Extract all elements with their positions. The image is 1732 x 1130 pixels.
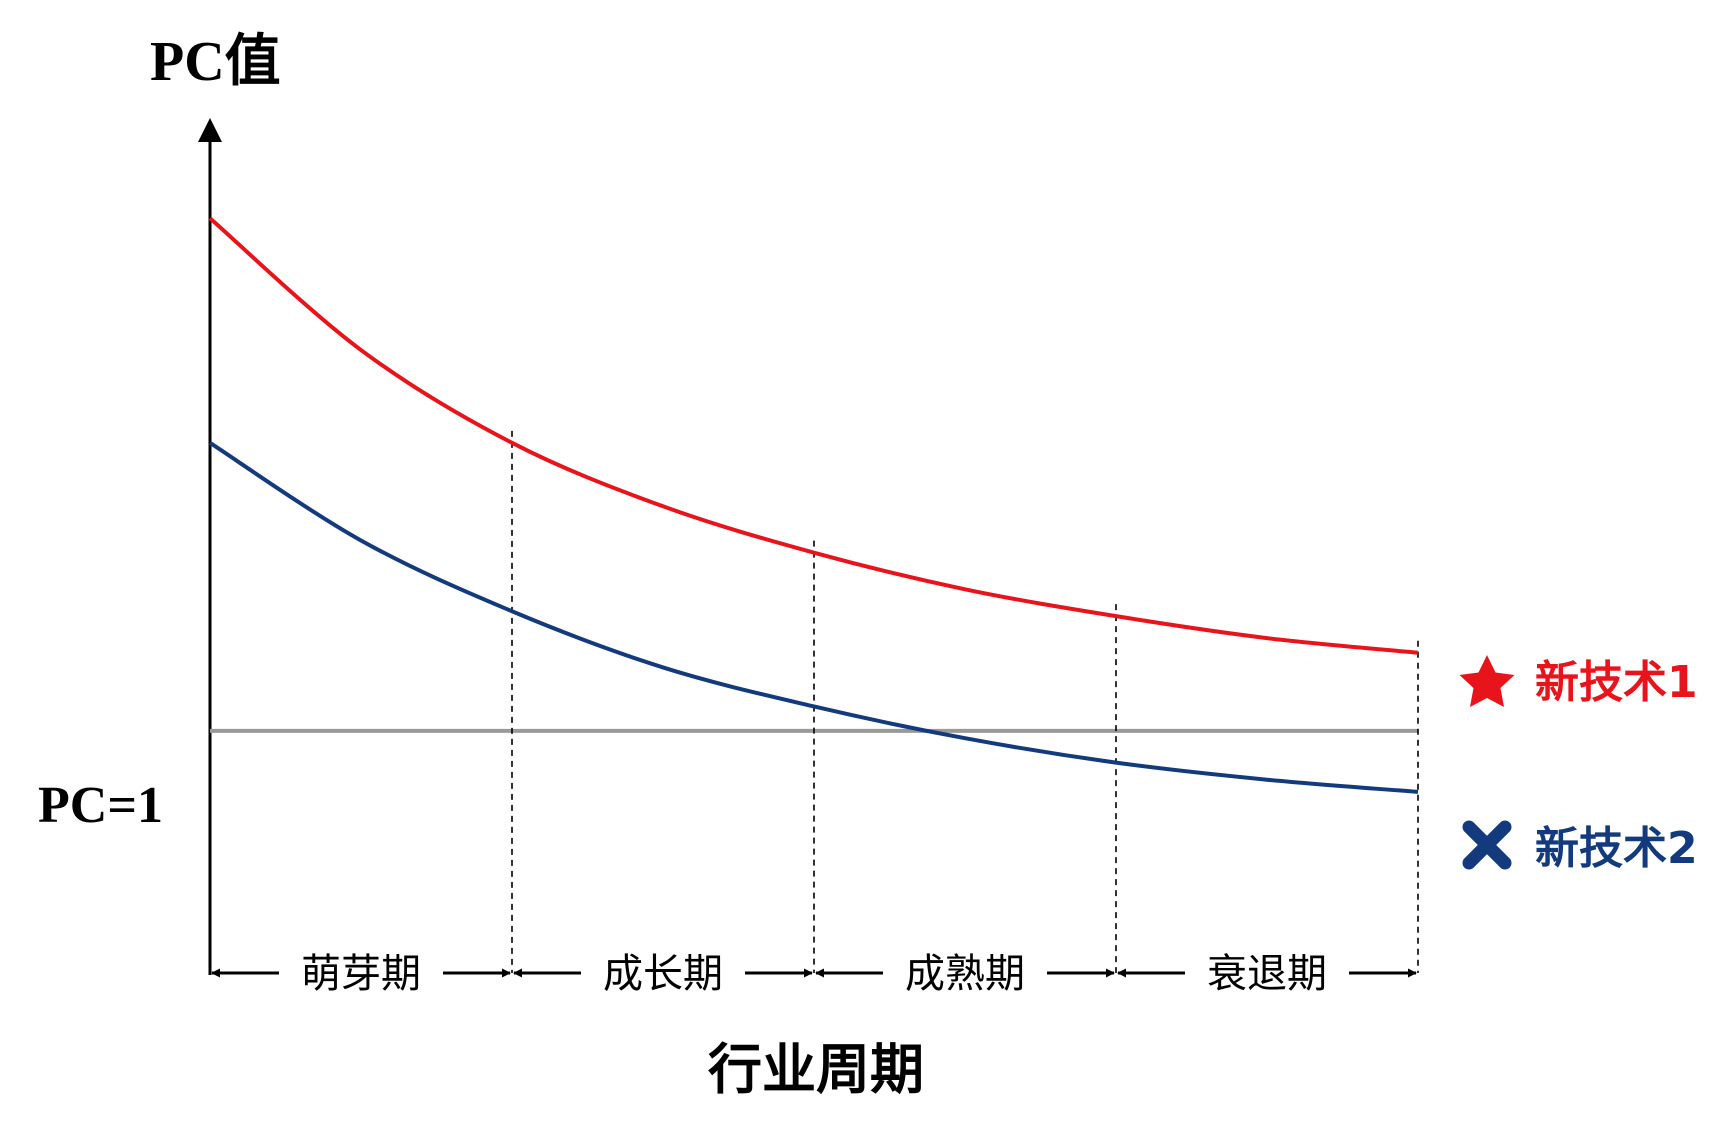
x-axis-label: 行业周期 <box>708 1038 924 1101</box>
reference-line-label: PC=1 <box>38 777 163 834</box>
legend-label-2: 新技术2 <box>1535 823 1698 874</box>
series-line-2 <box>208 441 1419 794</box>
phase-label-3: 成熟期 <box>905 951 1025 997</box>
y-axis-label: PC值 <box>150 31 281 93</box>
series-line-1 <box>208 216 1419 655</box>
legend-label-1: 新技术1 <box>1535 657 1698 708</box>
series-group <box>208 216 1419 794</box>
legend-item-1: 新技术1 <box>1459 655 1698 708</box>
star-icon <box>1459 655 1515 707</box>
phase-label-2: 成长期 <box>603 951 723 997</box>
phase-group: 萌芽期 成长期 成熟期 衰退期 <box>211 430 1419 997</box>
legend-item-2: 新技术2 <box>1462 820 1698 874</box>
phase-label-1: 萌芽期 <box>301 951 421 997</box>
phase-label-4: 衰退期 <box>1207 951 1327 997</box>
y-axis-arrow-icon <box>198 118 222 142</box>
x-mark-icon <box>1462 820 1512 870</box>
legend: 新技术1 新技术2 <box>1459 655 1698 874</box>
